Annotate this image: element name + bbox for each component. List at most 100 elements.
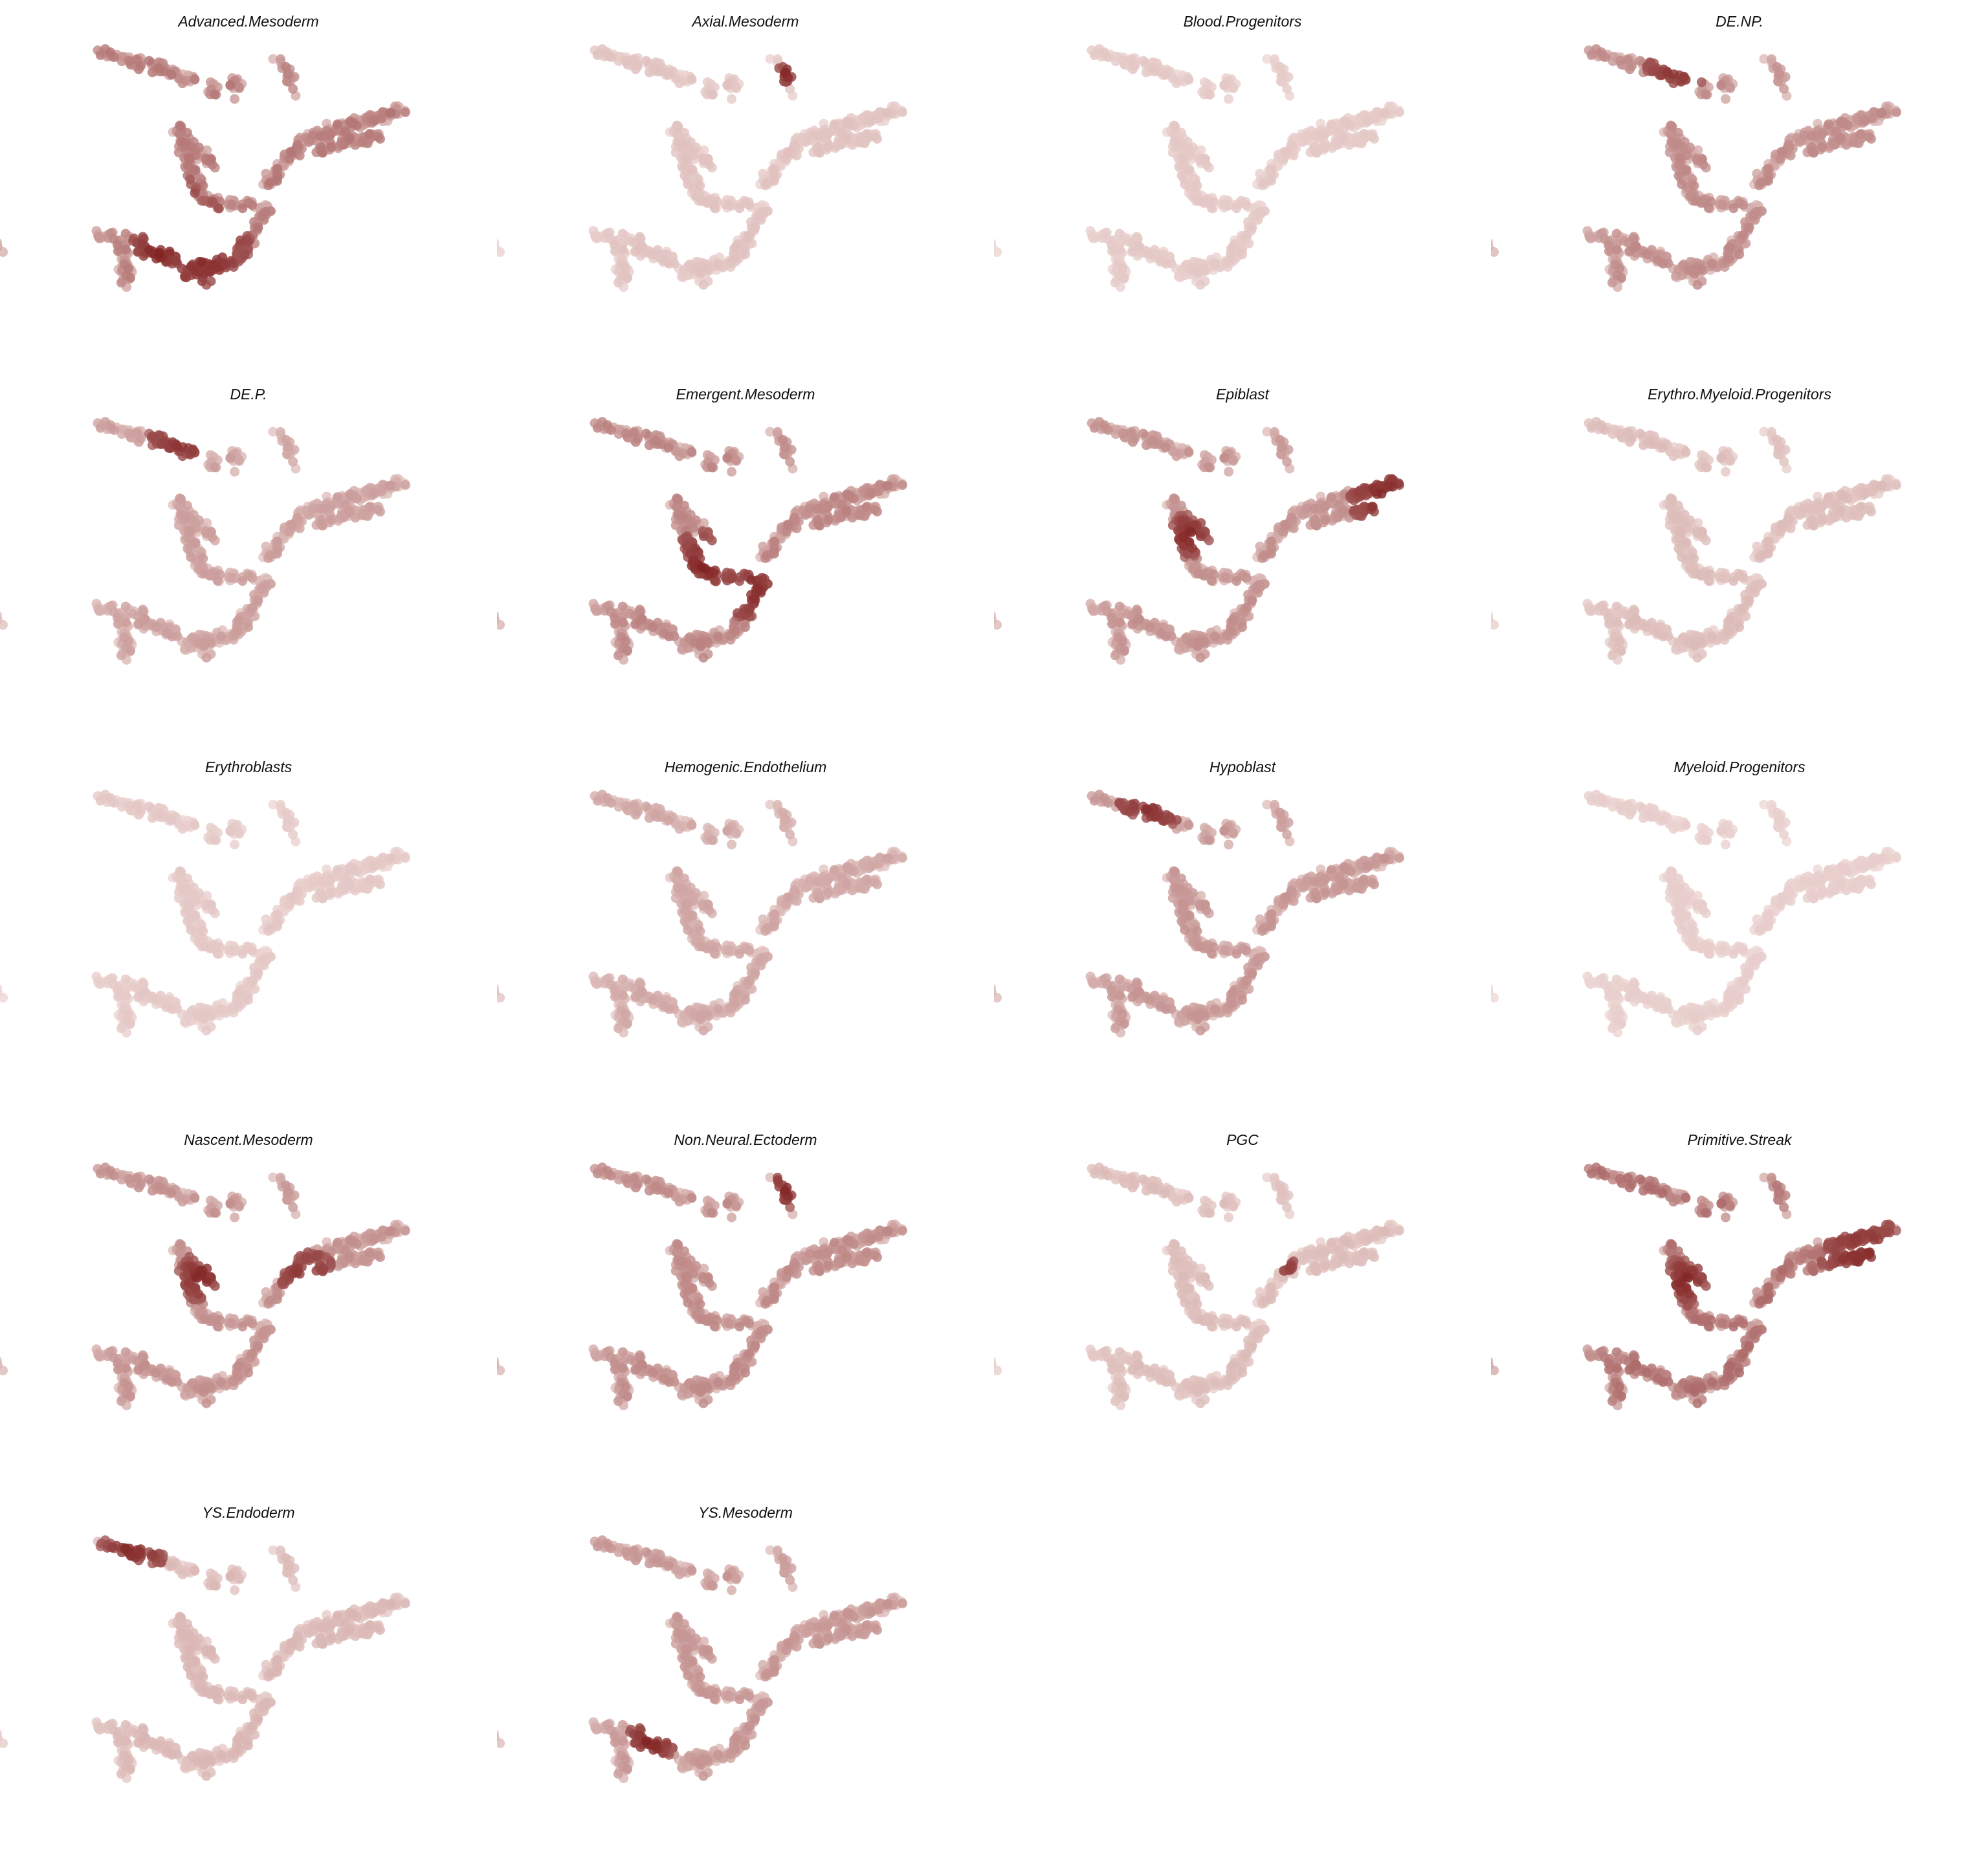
cell-point xyxy=(621,55,632,65)
panel-title: Axial.Mesoderm xyxy=(692,13,799,30)
panel-title: DE.NP. xyxy=(1716,13,1763,30)
cell-point xyxy=(184,153,194,163)
cell-point xyxy=(861,129,872,140)
cell-point xyxy=(182,128,192,138)
cell-point xyxy=(1302,130,1312,140)
cell-point xyxy=(199,569,210,579)
cell-point xyxy=(198,553,208,564)
cell-point xyxy=(1224,94,1234,104)
cell-point xyxy=(1358,129,1369,140)
cell-point xyxy=(1604,240,1614,250)
cell-point xyxy=(695,181,705,191)
cell-point xyxy=(234,615,244,625)
cell-point xyxy=(375,507,385,516)
cell-point xyxy=(1624,246,1635,256)
cell-point xyxy=(707,462,717,472)
cell-point xyxy=(844,118,854,129)
cell-point xyxy=(206,527,216,537)
cell-point xyxy=(364,502,375,513)
cell-point xyxy=(628,55,639,65)
cell-point xyxy=(1087,231,1098,241)
cell-point xyxy=(185,174,195,184)
cell-point xyxy=(1341,118,1351,129)
cell-point xyxy=(1114,228,1125,239)
cell-point xyxy=(1673,128,1683,138)
cell-point xyxy=(613,429,624,439)
cell-point xyxy=(641,428,651,439)
cell-point xyxy=(994,247,1002,257)
cell-point xyxy=(239,250,250,260)
cell-point xyxy=(226,199,237,210)
cell-point xyxy=(617,601,628,612)
cell-point xyxy=(1351,136,1362,146)
cell-point xyxy=(333,492,343,502)
cell-point xyxy=(1756,177,1766,188)
cell-point xyxy=(272,548,282,559)
cell-point xyxy=(702,77,712,87)
cell-point xyxy=(121,245,131,255)
cell-point xyxy=(216,632,226,641)
cell-point xyxy=(253,595,263,605)
scatter-plot xyxy=(497,44,907,292)
cell-point xyxy=(1369,134,1379,144)
cell-point xyxy=(1866,134,1876,144)
cell-point xyxy=(762,177,772,188)
cell-point xyxy=(765,54,775,64)
facet-panel: Advanced.Mesoderm xyxy=(0,0,497,373)
cell-point xyxy=(1282,83,1292,94)
cell-point xyxy=(854,509,865,519)
cell-point xyxy=(812,131,823,141)
cell-point xyxy=(212,575,223,586)
cell-point xyxy=(131,55,142,65)
cell-point xyxy=(690,543,700,553)
cell-point xyxy=(1824,119,1834,129)
cell-point xyxy=(1167,73,1178,83)
cell-point xyxy=(194,515,204,526)
cell-point xyxy=(1227,253,1237,263)
cell-point xyxy=(679,170,690,181)
cell-point xyxy=(1206,203,1217,213)
cell-point xyxy=(1309,131,1320,141)
cell-point xyxy=(650,63,661,73)
cell-point xyxy=(1180,179,1190,190)
cell-point xyxy=(754,211,764,221)
cell-point xyxy=(1817,142,1828,152)
cell-point xyxy=(698,531,709,542)
cell-point xyxy=(1363,115,1373,126)
cell-point xyxy=(1491,247,1499,257)
cell-point xyxy=(789,140,799,150)
scatter-plot xyxy=(497,417,907,665)
cell-point xyxy=(1228,242,1238,252)
cell-point xyxy=(1779,83,1789,94)
cell-point xyxy=(707,535,717,546)
cell-point xyxy=(166,69,177,80)
cell-point xyxy=(247,200,258,210)
cell-point xyxy=(182,543,193,553)
cell-point xyxy=(243,622,254,632)
cell-point xyxy=(126,272,135,283)
cell-point xyxy=(696,196,707,206)
cell-point xyxy=(105,420,116,430)
cell-point xyxy=(1697,154,1707,164)
cell-point xyxy=(188,445,197,456)
cell-point xyxy=(1725,242,1735,252)
cell-point xyxy=(1586,50,1596,60)
cell-point xyxy=(1127,246,1138,256)
cell-point xyxy=(233,626,243,636)
cell-point xyxy=(621,263,630,274)
cell-point xyxy=(308,503,318,513)
cell-point xyxy=(1145,249,1155,260)
cell-point xyxy=(861,502,872,513)
cell-point xyxy=(197,276,207,287)
cell-point xyxy=(1692,280,1703,290)
cell-point xyxy=(1734,249,1745,260)
cell-point xyxy=(1380,107,1390,118)
cell-point xyxy=(703,154,713,164)
cell-point xyxy=(1696,264,1706,274)
cell-point xyxy=(1868,113,1878,124)
cell-point xyxy=(610,240,620,250)
cell-point xyxy=(217,252,228,263)
cell-point xyxy=(1716,80,1727,90)
cell-point xyxy=(134,64,144,74)
cell-point xyxy=(164,247,175,256)
